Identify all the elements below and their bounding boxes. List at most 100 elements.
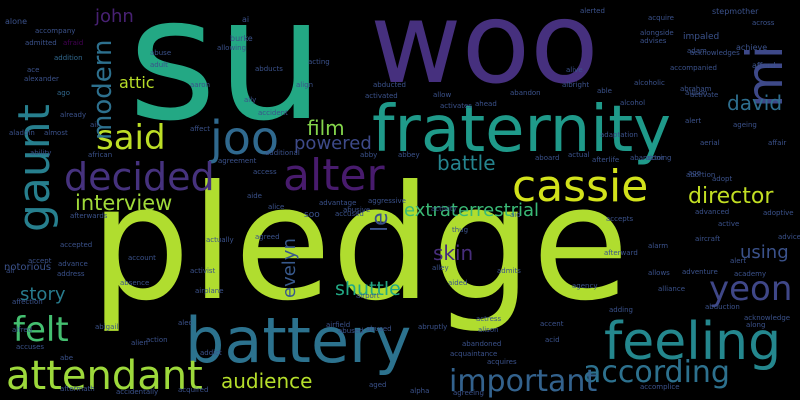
cloud-word: aggressive [368, 197, 406, 205]
cloud-word: ali [6, 267, 15, 275]
cloud-word: abby [360, 151, 378, 159]
cloud-word: notorious [4, 262, 52, 273]
cloud-word: important [449, 364, 598, 399]
cloud-word: able [597, 87, 612, 95]
cloud-word: le [368, 212, 393, 232]
cloud-word: alongside [640, 29, 674, 37]
cloud-word: accepts [606, 215, 634, 223]
cloud-word: aided [448, 279, 468, 287]
cloud-word: thug [452, 226, 469, 234]
cloud-word: extraterrestrial [404, 200, 540, 221]
cloud-word: acquaintance [450, 350, 498, 358]
cloud-word: advises [640, 37, 667, 45]
cloud-word: abruptly [418, 323, 448, 331]
cloud-word: aaron [190, 81, 211, 89]
cloud-word: acid [545, 336, 560, 344]
cloud-word: story [20, 284, 66, 305]
cloud-word: alfred [12, 326, 33, 334]
cloud-word: john [95, 6, 134, 27]
cloud-word: affection [12, 298, 43, 306]
cloud-word: alliance [658, 285, 686, 293]
cloud-word: afterward [604, 249, 638, 257]
cloud-word: advice [778, 233, 800, 241]
cloud-word: joo [210, 111, 280, 165]
cloud-word: audience [221, 369, 313, 393]
cloud-word: aboard [535, 154, 560, 162]
cloud-word: acquires [487, 358, 517, 366]
cloud-word: actual [568, 151, 590, 159]
cloud-word: abortion [686, 171, 716, 179]
cloud-word: attic [119, 73, 155, 92]
cloud-word: alerted [580, 7, 605, 15]
cloud-word: gaunt [9, 104, 60, 232]
cloud-word: aladdin [9, 129, 35, 137]
cloud-word: age [688, 169, 702, 177]
cloud-word: align [296, 81, 314, 89]
cloud-word: activates [440, 102, 472, 110]
cloud-word: acquire [648, 14, 674, 22]
cloud-word: agreement [218, 157, 257, 165]
cloud-word: affect [190, 125, 211, 133]
cloud-word: agency [572, 282, 598, 290]
cloud-word: afford [752, 61, 776, 70]
cloud-word: airport [356, 292, 380, 300]
cloud-word: aide [247, 192, 262, 200]
cloud-word: battery [185, 304, 412, 377]
cloud-word: accuses [16, 343, 45, 351]
cloud-word: accent [540, 320, 564, 328]
cloud-word: said [96, 118, 166, 158]
cloud-word: alien [131, 339, 148, 347]
cloud-word: alcohol [620, 99, 646, 107]
cloud-word: ahead [475, 100, 497, 108]
cloud-word: admitted [25, 39, 57, 47]
cloud-word: adding [609, 306, 634, 314]
cloud-word: woo [370, 0, 599, 109]
cloud-word: almost [44, 129, 68, 137]
cloud-word: actor [646, 154, 665, 162]
cloud-word: interview [75, 191, 173, 215]
cloud-word: adam [687, 47, 707, 55]
cloud-word: advanced [695, 208, 730, 216]
cloud-word: decided [64, 155, 215, 199]
cloud-word: ai [242, 15, 250, 24]
cloud-word: aftermath [60, 385, 95, 393]
cloud-word: ally [244, 96, 257, 104]
cloud-word: accompany [35, 27, 76, 35]
cloud-word: accidentally [116, 388, 159, 396]
cloud-word: adaptation [600, 131, 638, 139]
cloud-word: alive [566, 66, 583, 74]
cloud-word: burke [230, 34, 253, 43]
cloud-word: along [746, 321, 766, 329]
cloud-word: film [307, 116, 345, 140]
cloud-word: alcoholic [634, 79, 665, 87]
cloud-word: abduction [705, 303, 740, 311]
cloud-word: director [688, 184, 774, 209]
cloud-word: accept [28, 257, 52, 265]
cloud-word: acknowledges [690, 49, 740, 57]
cloud-word: allowing [217, 44, 247, 52]
cloud-word: afterlife [592, 156, 620, 164]
cloud-word: impaled [683, 32, 720, 42]
cloud-word: alert [685, 117, 702, 125]
cloud-word: abused [338, 327, 364, 335]
cloud-word: alexander [24, 75, 59, 83]
cloud-word: allow [433, 91, 452, 99]
cloud-word: attendant [6, 353, 203, 399]
cloud-word: su [128, 0, 325, 159]
cloud-word: action [146, 336, 168, 344]
cloud-word: according [583, 355, 730, 390]
cloud-word: aircraft [695, 235, 721, 243]
cloud-word: activated [365, 92, 398, 100]
cloud-word: absence [120, 279, 150, 287]
cloud-word: adopt [712, 175, 733, 183]
cloud-word: abraham [680, 85, 712, 93]
cloud-word: aid [510, 211, 521, 219]
cloud-word: airplane [195, 287, 224, 295]
cloud-word: already [60, 111, 87, 119]
cloud-word: acquired [178, 386, 209, 394]
cloud-word: using [740, 242, 789, 263]
cloud-word: affair [768, 139, 787, 147]
cloud-word: david [727, 91, 783, 115]
cloud-word: agreeing [453, 389, 484, 397]
